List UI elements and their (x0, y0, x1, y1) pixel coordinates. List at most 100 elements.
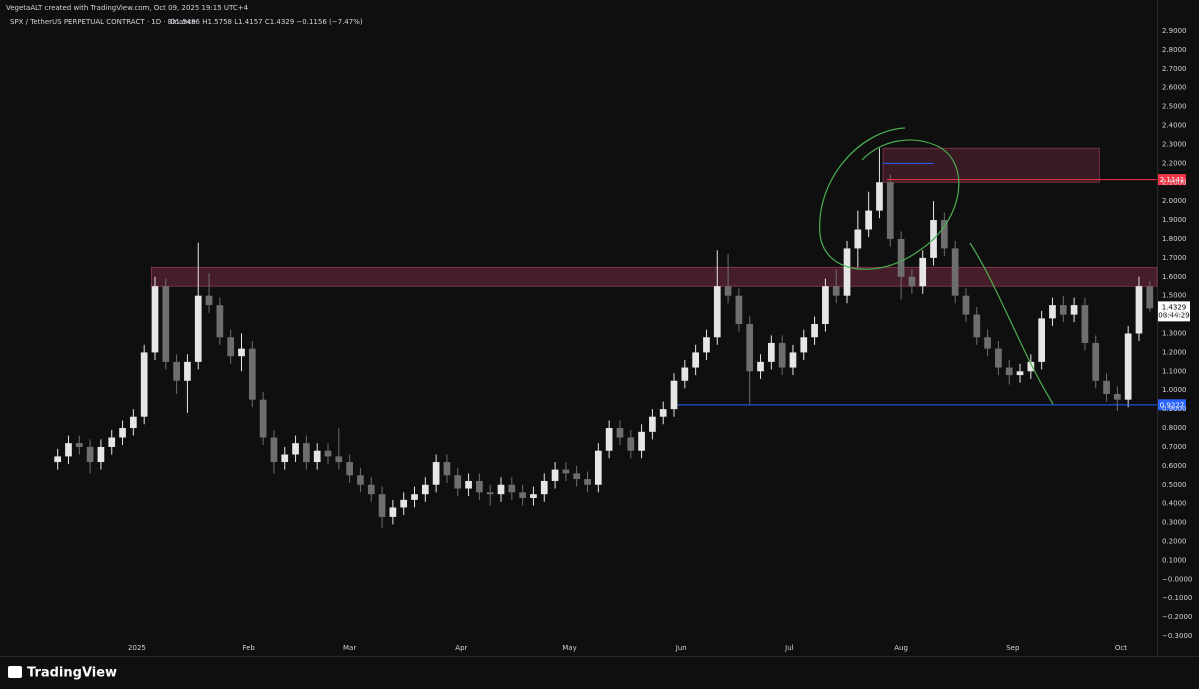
price-level-tag (1158, 174, 1186, 186)
y-tick-label: 2.6000 (1162, 84, 1187, 92)
candle-body (649, 416, 656, 432)
candle-body (897, 238, 905, 277)
y-tick-label: −0.2000 (1162, 613, 1192, 621)
candle-body (270, 437, 278, 463)
candle-body (692, 352, 699, 368)
candle-body (1092, 342, 1100, 381)
y-tick-label: 0.1000 (1162, 556, 1187, 564)
x-tick-label: May (562, 644, 576, 652)
candle-body (724, 286, 732, 296)
candle-body (140, 352, 148, 417)
y-tick-label: 1.9000 (1162, 216, 1187, 224)
candle-body (811, 324, 818, 338)
candle-body (216, 305, 224, 338)
price-level-label: 2.1141 (1160, 176, 1185, 184)
y-tick-label: 1.3000 (1162, 330, 1187, 338)
candle-body (627, 437, 635, 451)
y-tick-label: 1.0000 (1162, 386, 1187, 394)
candle-body (832, 286, 840, 296)
candle-body (173, 361, 180, 381)
candle-body (681, 367, 689, 381)
candle-body (194, 295, 202, 362)
zone (882, 147, 1100, 183)
candle-body (357, 475, 364, 485)
x-tick-label: 2025 (128, 644, 146, 652)
x-tick-label: Mar (343, 644, 356, 652)
candle-body (378, 494, 386, 517)
candle-body (227, 337, 235, 357)
candle-body (573, 473, 581, 480)
candle-body (324, 450, 332, 457)
x-tick-label: Aug (894, 644, 908, 652)
candle-body (1135, 286, 1143, 334)
candle-body (1103, 380, 1110, 394)
candle-body (562, 469, 570, 474)
y-tick-label: −0.1000 (1162, 594, 1192, 602)
candles (54, 148, 1154, 529)
candle-body (746, 324, 754, 372)
y-tick-label: 0.6000 (1162, 462, 1187, 470)
candle-body (119, 428, 126, 438)
candle-body (1027, 361, 1035, 372)
y-tick-label: 2.0000 (1162, 197, 1187, 205)
symbol: SPX / TetherUS PERPETUAL CONTRACT · 1D ·… (10, 18, 196, 26)
candle-body (962, 295, 970, 315)
candle-body (1016, 371, 1024, 376)
candle-body (54, 456, 62, 463)
candle-body (508, 484, 516, 493)
candle-body (659, 409, 667, 417)
brand-name: TradingView (27, 666, 117, 681)
candle-body (162, 286, 170, 362)
candle-body (735, 295, 743, 325)
price-level-label: 0.9227 (1160, 401, 1185, 409)
last-price-label: 1.4329 (1162, 303, 1187, 311)
candle-body (1114, 394, 1121, 400)
y-tick-label: 1.2000 (1162, 348, 1187, 356)
candle-body (1070, 305, 1078, 315)
candle-body (497, 484, 505, 495)
credit: VegetaALT created with TradingView.com, … (6, 4, 249, 12)
candle-body (1146, 286, 1154, 309)
candle-body (367, 484, 375, 495)
candle-body (973, 314, 981, 338)
candle-body (713, 286, 721, 338)
y-tick-label: −0.3000 (1162, 632, 1192, 640)
candle-body (865, 210, 873, 230)
y-tick-label: 2.7000 (1162, 65, 1187, 73)
candle-body (876, 182, 883, 211)
candle-body (238, 348, 245, 357)
candle-body (313, 450, 321, 463)
candle-body (638, 431, 645, 451)
candle-body (1005, 367, 1013, 376)
y-tick-label: −0.0000 (1162, 575, 1192, 583)
hand-drawn-line (969, 242, 1054, 405)
candle-body (454, 475, 462, 489)
candle-body (551, 469, 559, 481)
candle-body (789, 352, 797, 368)
candle-body (757, 361, 764, 372)
y-tick-label: 2.2000 (1162, 159, 1187, 167)
last-price-tag (1158, 301, 1190, 322)
candle-body (389, 507, 397, 517)
candle-body (151, 286, 159, 353)
y-tick-label: 1.1000 (1162, 367, 1187, 375)
y-tick-label: 2.3000 (1162, 140, 1187, 148)
y-tick-label: 1.6000 (1162, 273, 1187, 281)
candle-body (476, 480, 483, 493)
candle-body (411, 494, 418, 500)
candle-body (1049, 305, 1056, 319)
zones (150, 147, 1158, 287)
candle-body (346, 462, 353, 476)
candle-body (908, 276, 916, 287)
candle-body (530, 494, 537, 498)
candle-body (605, 428, 613, 451)
candle-body (108, 437, 116, 447)
y-tick-label: 0.2000 (1162, 537, 1187, 545)
candle-body (1038, 318, 1046, 362)
logo (8, 666, 22, 678)
candle-body (432, 462, 440, 485)
candle-body (670, 380, 678, 410)
